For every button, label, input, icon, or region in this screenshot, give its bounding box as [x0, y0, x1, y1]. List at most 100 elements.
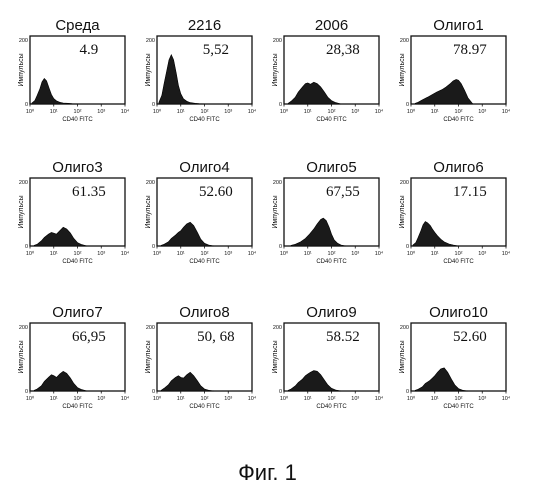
panel-title: 2006 [315, 17, 348, 34]
histogram-panel: Олиго452.600200Импульсы10⁰10¹10²10³10⁴CD… [145, 159, 257, 265]
percent-label: 58.52 [326, 329, 360, 345]
y-tick-label: 0 [406, 102, 409, 108]
y-axis-label: Импульсы [399, 340, 406, 373]
y-axis-label: Импульсы [145, 340, 152, 373]
x-tick-label: 10⁴ [121, 250, 130, 257]
histogram-panel: Олиго1052.600200Импульсы10⁰10¹10²10³10⁴C… [399, 304, 511, 410]
y-tick-label: 0 [152, 389, 155, 395]
panel-title: Олиго9 [306, 304, 356, 321]
x-tick-label: 10⁰ [153, 395, 162, 402]
panel-title: Среда [55, 17, 100, 34]
panel-title: 2216 [188, 17, 221, 34]
x-tick-label: 10⁴ [375, 395, 384, 402]
y-tick-label: 200 [273, 325, 282, 331]
x-tick-label: 10² [455, 396, 463, 402]
panel-title: Олиго10 [429, 304, 488, 321]
percent-label: 61.35 [72, 184, 106, 200]
x-tick-label: 10¹ [304, 396, 312, 402]
x-tick-label: 10⁴ [375, 108, 384, 115]
x-tick-label: 10¹ [304, 251, 312, 257]
x-tick-label: 10⁰ [153, 250, 162, 257]
x-tick-label: 10⁴ [502, 395, 511, 402]
y-axis-label: Импульсы [145, 195, 152, 228]
x-axis-label: CD40 FITC [189, 259, 220, 265]
panel-title: Олиго6 [433, 159, 483, 176]
y-tick-label: 0 [406, 244, 409, 250]
y-tick-label: 200 [19, 325, 28, 331]
x-tick-label: 10¹ [431, 109, 439, 115]
x-tick-label: 10² [74, 251, 82, 257]
percent-label: 78.97 [453, 42, 487, 58]
y-tick-label: 0 [279, 102, 282, 108]
x-tick-label: 10⁴ [502, 108, 511, 115]
y-tick-label: 0 [279, 389, 282, 395]
x-tick-label: 10⁰ [407, 108, 416, 115]
percent-label: 28,38 [326, 42, 360, 58]
y-axis-label: Импульсы [272, 340, 279, 373]
percent-label: 67,55 [326, 184, 360, 200]
histogram-panel: 200628,380200Импульсы10⁰10¹10²10³10⁴CD40… [272, 17, 384, 123]
x-tick-label: 10¹ [50, 251, 58, 257]
x-tick-label: 10³ [224, 109, 232, 115]
y-tick-label: 200 [273, 38, 282, 44]
y-axis-label: Импульсы [399, 53, 406, 86]
histogram-panel: 22165,520200Импульсы10⁰10¹10²10³10⁴CD40 … [145, 17, 257, 123]
histogram-panel: Олиго178.970200Импульсы10⁰10¹10²10³10⁴CD… [399, 17, 511, 123]
x-tick-label: 10³ [478, 251, 486, 257]
y-tick-label: 200 [146, 38, 155, 44]
x-tick-label: 10⁴ [248, 395, 257, 402]
x-tick-label: 10³ [351, 109, 359, 115]
x-tick-label: 10⁰ [407, 250, 416, 257]
histogram-panel: Олиго617.150200Импульсы10⁰10¹10²10³10⁴CD… [399, 159, 511, 265]
y-axis-label: Импульсы [272, 53, 279, 86]
x-tick-label: 10⁰ [26, 250, 35, 257]
x-tick-label: 10¹ [50, 396, 58, 402]
x-axis-label: CD40 FITC [316, 404, 347, 410]
y-tick-label: 200 [400, 180, 409, 186]
percent-label: 17.15 [453, 184, 487, 200]
y-axis-label: Импульсы [18, 53, 25, 86]
y-tick-label: 200 [19, 180, 28, 186]
x-axis-label: CD40 FITC [62, 404, 93, 410]
panel-title: Олиго8 [179, 304, 229, 321]
histogram-panels: Среда4.90200Импульсы10⁰10¹10²10³10⁴CD40 … [18, 17, 511, 410]
y-axis-label: Импульсы [145, 53, 152, 86]
panel-title: Олиго4 [179, 159, 229, 176]
x-tick-label: 10² [455, 109, 463, 115]
x-axis-label: CD40 FITC [316, 117, 347, 123]
x-tick-label: 10³ [478, 109, 486, 115]
y-tick-label: 0 [279, 244, 282, 250]
x-tick-label: 10² [328, 109, 336, 115]
x-tick-label: 10⁰ [26, 395, 35, 402]
percent-label: 50, 68 [197, 329, 235, 345]
x-tick-label: 10³ [97, 396, 105, 402]
x-tick-label: 10² [74, 109, 82, 115]
percent-label: 66,95 [72, 329, 106, 345]
x-tick-label: 10⁰ [26, 108, 35, 115]
histogram-panel: Олиго958.520200Импульсы10⁰10¹10²10³10⁴CD… [272, 304, 384, 410]
x-tick-label: 10⁴ [375, 250, 384, 257]
x-axis-label: CD40 FITC [62, 259, 93, 265]
y-tick-label: 0 [25, 244, 28, 250]
x-tick-label: 10² [328, 251, 336, 257]
y-axis-label: Импульсы [272, 195, 279, 228]
histogram-panel: Олиго766,950200Импульсы10⁰10¹10²10³10⁴CD… [18, 304, 130, 410]
x-axis-label: CD40 FITC [443, 259, 474, 265]
x-axis-label: CD40 FITC [316, 259, 347, 265]
x-axis-label: CD40 FITC [62, 117, 93, 123]
x-tick-label: 10¹ [431, 251, 439, 257]
histogram-panel: Олиго361.350200Импульсы10⁰10¹10²10³10⁴CD… [18, 159, 130, 265]
percent-label: 52.60 [453, 329, 487, 345]
x-tick-label: 10² [328, 396, 336, 402]
y-tick-label: 0 [152, 102, 155, 108]
x-axis-label: CD40 FITC [443, 117, 474, 123]
y-tick-label: 0 [406, 389, 409, 395]
x-tick-label: 10⁴ [121, 108, 130, 115]
panel-title: Олиго1 [433, 17, 483, 34]
percent-label: 52.60 [199, 184, 233, 200]
x-tick-label: 10⁰ [280, 108, 289, 115]
x-tick-label: 10¹ [177, 396, 185, 402]
histogram-panel: Среда4.90200Импульсы10⁰10¹10²10³10⁴CD40 … [18, 17, 130, 123]
x-tick-label: 10¹ [177, 251, 185, 257]
